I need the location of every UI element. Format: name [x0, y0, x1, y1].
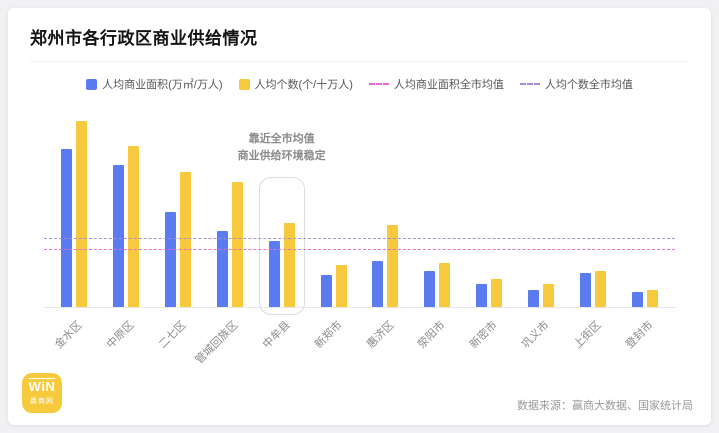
annotation-line: 商业供给环境稳定 — [237, 149, 326, 162]
bar-count-per-capita — [335, 265, 347, 307]
bar-area-per-capita — [476, 284, 488, 307]
x-axis-label: 二七区 — [156, 319, 189, 351]
winshang-logo: WiN 赢商网 — [22, 373, 62, 413]
legend-label: 人均个数全市均值 — [544, 79, 633, 91]
legend-dash-swatch — [519, 83, 540, 85]
bar-pair — [320, 118, 347, 307]
footer: WiN 赢商网 数据来源：赢商大数据、国家统计局 — [22, 373, 693, 413]
logo-sub-label: 赢商网 — [30, 398, 54, 405]
annotation-note: 靠近全市均值 商业供给环境稳定 — [212, 131, 352, 165]
bar-group: 巩义市 — [515, 118, 567, 351]
chart-area: 金水区 中原区 二七区 管城回族区 靠近全市均值 商业供给环境稳定 中牟县 新郑市 惠济区 荥阳市… — [44, 118, 675, 366]
x-axis-label: 金水区 — [52, 319, 85, 351]
legend-square-swatch — [238, 78, 250, 90]
legend-label: 人均商业面积(万㎡/万人) — [102, 79, 223, 91]
highlight-box — [258, 177, 305, 315]
bar-pair — [112, 118, 139, 307]
bar-pair — [580, 118, 607, 307]
bar-count-per-capita — [543, 284, 555, 307]
legend-item: 人均个数全市均值 — [519, 76, 633, 92]
bar-count-per-capita — [127, 145, 139, 307]
bar-area-per-capita — [112, 164, 124, 307]
bar-area-per-capita — [216, 231, 228, 307]
legend-dash-swatch — [368, 83, 389, 85]
bar-group: 登封市 — [619, 118, 671, 351]
chart-card: 郑州市各行政区商业供给情况 人均商业面积(万㎡/万人) 人均个数(个/十万人) 人均… — [8, 8, 711, 425]
bar-pair — [424, 118, 451, 307]
legend: 人均商业面积(万㎡/万人) 人均个数(个/十万人) 人均商业面积全市均值 人均个数全市… — [30, 76, 689, 92]
bar-plot: 金水区 中原区 二七区 管城回族区 靠近全市均值 商业供给环境稳定 中牟县 新郑市 惠济区 荥阳市… — [44, 118, 675, 366]
logo-mark: WiN — [28, 379, 56, 394]
x-axis-label: 中原区 — [104, 319, 137, 351]
average-reference-line — [44, 237, 675, 239]
bar-count-per-capita — [231, 181, 243, 307]
average-reference-line — [44, 249, 675, 250]
bar-group: 管城回族区 — [193, 118, 256, 366]
x-axis-label: 管城回族区 — [192, 319, 241, 367]
bar-count-per-capita — [387, 225, 399, 307]
bar-count-per-capita — [75, 120, 87, 307]
bar-pair — [528, 118, 555, 307]
bar-pair — [632, 118, 659, 307]
bar-count-per-capita — [491, 278, 503, 307]
bar-count-per-capita — [179, 172, 191, 307]
bar-group: 中原区 — [100, 118, 152, 351]
bar-area-per-capita — [580, 272, 592, 307]
bar-group: 新郑市 — [308, 118, 360, 351]
x-axis-label: 惠济区 — [364, 319, 397, 351]
annotation-line: 靠近全市均值 — [248, 132, 315, 145]
x-axis-label: 中牟县 — [260, 319, 293, 351]
x-axis-label: 新密市 — [468, 319, 500, 351]
bar-pair — [372, 118, 399, 307]
bar-area-per-capita — [424, 270, 436, 307]
bar-area-per-capita — [164, 212, 176, 307]
bar-group: 新密市 — [463, 118, 515, 351]
legend-square-swatch — [86, 78, 98, 90]
bar-group: 金水区 — [48, 118, 100, 351]
bar-group: 二七区 — [152, 118, 204, 351]
bar-count-per-capita — [595, 270, 607, 307]
legend-label: 人均商业面积全市均值 — [393, 79, 504, 91]
bar-area-per-capita — [60, 149, 72, 307]
bar-pair — [268, 118, 295, 307]
bar-area-per-capita — [372, 261, 384, 307]
x-axis-label: 巩义市 — [520, 319, 552, 351]
bar-count-per-capita — [439, 263, 451, 307]
bar-area-per-capita — [528, 289, 540, 307]
bar-pair — [60, 118, 87, 307]
bar-area-per-capita — [268, 240, 280, 307]
bar-group: 靠近全市均值 商业供给环境稳定中牟县 — [238, 118, 326, 351]
x-axis-label: 上街区 — [571, 319, 604, 351]
data-source-text: 数据来源：赢商大数据、国家统计局 — [517, 400, 693, 412]
bar-pair — [216, 118, 243, 307]
bar-group: 上街区 — [567, 118, 619, 351]
bar-count-per-capita — [647, 289, 659, 307]
bar-group: 惠济区 — [360, 118, 412, 351]
legend-item: 人均个数(个/十万人) — [238, 76, 353, 92]
bar-pair — [164, 118, 191, 307]
bar-area-per-capita — [320, 274, 332, 307]
bar-count-per-capita — [283, 223, 295, 307]
x-axis-label: 登封市 — [623, 319, 656, 351]
legend-item: 人均商业面积全市均值 — [368, 76, 504, 92]
legend-item: 人均商业面积(万㎡/万人) — [86, 76, 223, 92]
bar-area-per-capita — [632, 291, 644, 307]
legend-label: 人均个数(个/十万人) — [254, 79, 353, 91]
page-title: 郑州市各行政区商业供给情况 — [30, 24, 689, 62]
bar-pair — [476, 118, 503, 307]
x-axis-label: 荥阳市 — [416, 319, 449, 351]
bar-group: 荥阳市 — [411, 118, 463, 351]
x-axis-label: 新郑市 — [312, 319, 345, 351]
